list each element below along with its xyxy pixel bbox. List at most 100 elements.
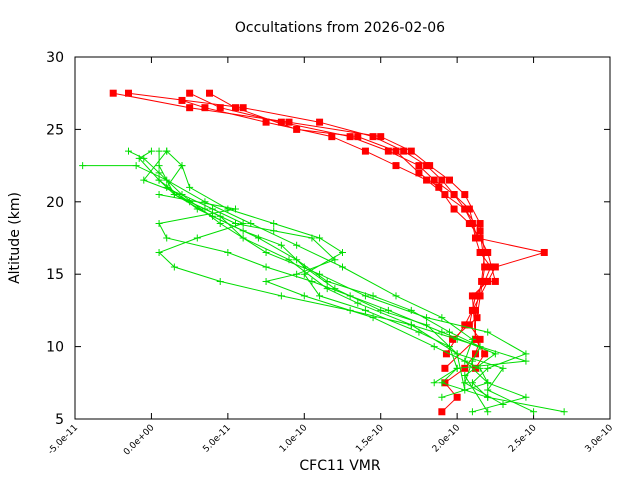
data-point (262, 277, 270, 285)
data-point (224, 248, 232, 256)
profile-green-8 (163, 147, 461, 387)
data-point (465, 220, 473, 228)
data-point (522, 357, 530, 365)
data-point (369, 292, 377, 300)
data-point (461, 386, 469, 394)
data-point (453, 364, 461, 372)
y-tick-label: 15 (46, 267, 64, 283)
data-point (468, 379, 476, 387)
data-point (201, 198, 209, 206)
data-point (346, 306, 354, 314)
data-point (407, 306, 415, 314)
data-point (461, 205, 469, 213)
data-point (476, 234, 484, 242)
y-axis-label: Altitude (km) (7, 192, 23, 284)
data-point (438, 314, 446, 322)
data-point (239, 220, 247, 228)
data-point (155, 220, 163, 228)
data-point (481, 350, 489, 358)
data-point (441, 191, 449, 199)
y-tick-label: 5 (55, 412, 64, 428)
data-point (471, 306, 479, 314)
data-point (484, 386, 492, 394)
data-point (484, 364, 492, 372)
data-point (346, 292, 354, 300)
data-point (369, 314, 377, 322)
data-point (484, 328, 492, 336)
data-point (239, 234, 247, 242)
data-point (147, 147, 155, 155)
y-tick-label: 10 (46, 340, 64, 356)
data-point (471, 350, 479, 358)
data-point (392, 292, 400, 300)
data-point (438, 379, 446, 387)
data-point (468, 408, 476, 416)
data-point (468, 357, 476, 365)
data-point (400, 147, 408, 155)
data-point (476, 227, 484, 235)
profile-green-7 (155, 176, 492, 401)
data-point (446, 176, 453, 184)
data-point (407, 321, 415, 329)
data-point (484, 248, 492, 256)
data-point (316, 234, 324, 242)
plot-frame (74, 56, 611, 420)
data-point (499, 364, 507, 372)
data-point (206, 89, 214, 97)
data-point (468, 292, 476, 300)
data-point (481, 263, 489, 271)
data-point (155, 169, 163, 177)
data-point (407, 147, 415, 155)
data-point (216, 220, 224, 228)
data-point (163, 147, 171, 155)
data-point (361, 147, 369, 155)
data-point (461, 372, 469, 380)
data-point (530, 408, 538, 416)
data-point (384, 147, 392, 155)
data-point (476, 248, 484, 256)
data-point (247, 220, 255, 228)
data-point (468, 335, 476, 343)
data-point (239, 104, 247, 112)
data-point (270, 220, 278, 228)
data-point (450, 191, 458, 199)
data-point (155, 162, 163, 170)
data-point (415, 169, 423, 177)
data-point (453, 393, 461, 401)
data-point (293, 241, 301, 249)
series-layer (79, 89, 568, 416)
data-point (522, 393, 530, 401)
profile-red-3 (186, 89, 548, 358)
data-point (328, 133, 336, 141)
data-point (293, 270, 301, 278)
data-point (478, 277, 486, 285)
data-point (216, 277, 224, 285)
data-point (491, 350, 499, 358)
data-point (461, 364, 469, 372)
data-point (178, 162, 186, 170)
data-point (499, 401, 507, 409)
data-point (140, 176, 148, 184)
data-point (384, 306, 392, 314)
data-point (155, 147, 163, 155)
data-point (392, 147, 400, 155)
data-point (476, 364, 484, 372)
data-point (438, 408, 446, 416)
data-point (430, 343, 438, 351)
profile-green-9 (140, 147, 469, 394)
series-line (142, 150, 466, 391)
profile-red-5 (178, 96, 489, 343)
data-point (354, 133, 362, 141)
data-point (277, 118, 285, 126)
data-point (170, 263, 178, 271)
data-point (186, 89, 194, 97)
data-point (491, 263, 499, 271)
data-point (186, 104, 194, 112)
data-point (277, 241, 285, 249)
data-point (262, 263, 270, 271)
data-point (369, 133, 377, 141)
data-point (430, 176, 438, 184)
data-point (461, 191, 469, 199)
y-tick-label: 25 (46, 122, 64, 138)
data-point (415, 162, 423, 170)
